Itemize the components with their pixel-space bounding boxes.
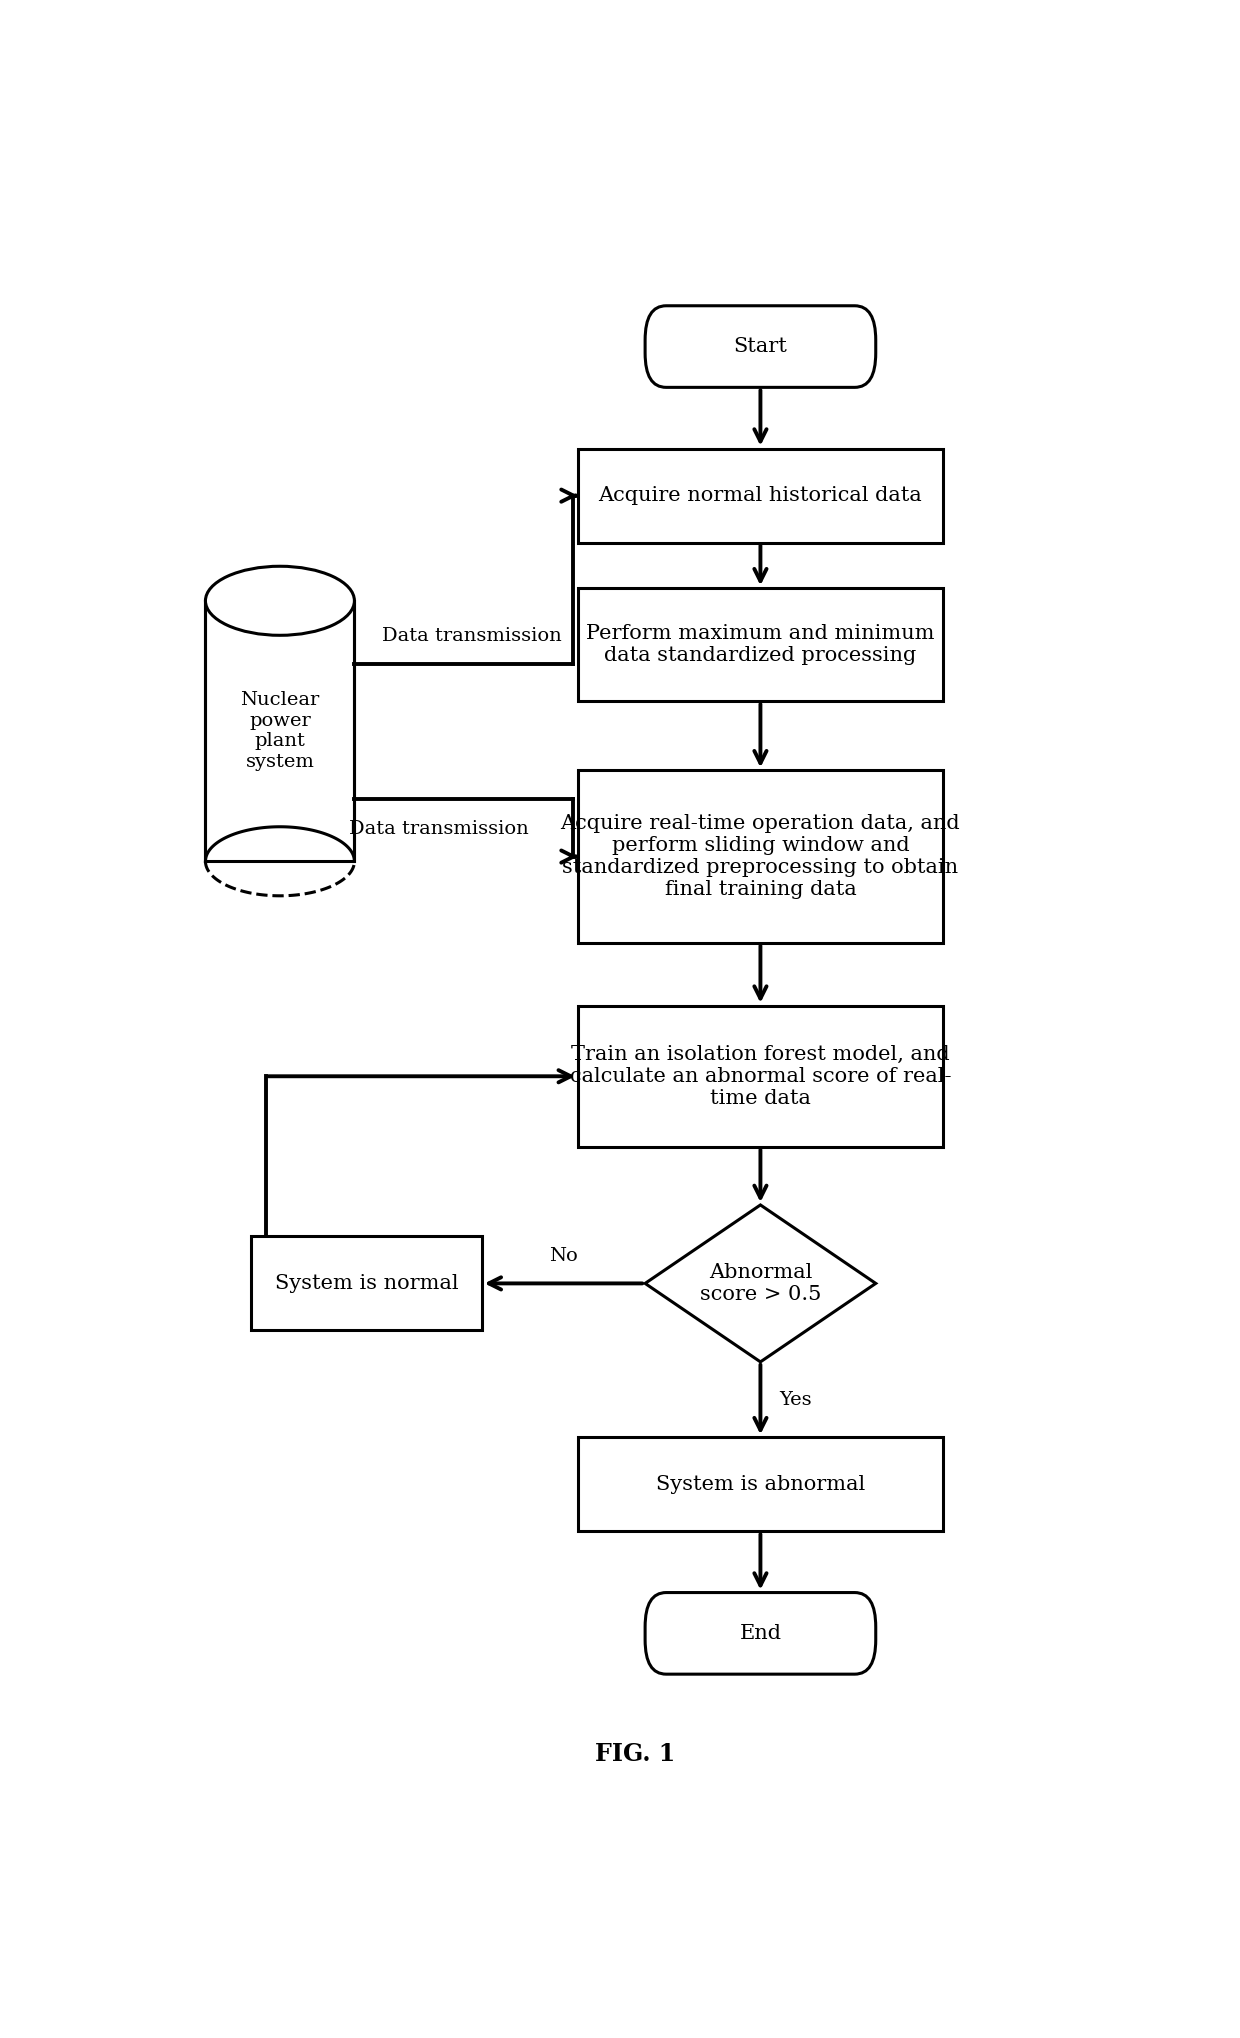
Bar <box>578 1005 942 1147</box>
Text: Data transmission: Data transmission <box>348 821 528 838</box>
Text: Acquire real-time operation data, and
perform sliding window and
standardized pr: Acquire real-time operation data, and pe… <box>560 813 960 899</box>
Bar <box>578 770 942 944</box>
Text: Abnormal
score > 0.5: Abnormal score > 0.5 <box>699 1264 821 1304</box>
Text: Yes: Yes <box>780 1390 812 1408</box>
Text: System is abnormal: System is abnormal <box>656 1476 866 1494</box>
Text: Data transmission: Data transmission <box>382 628 562 644</box>
Text: System is normal: System is normal <box>274 1274 459 1292</box>
Bar <box>250 1237 481 1331</box>
Ellipse shape <box>206 567 355 636</box>
Text: End: End <box>739 1624 781 1643</box>
Bar <box>578 448 942 542</box>
Text: Acquire normal historical data: Acquire normal historical data <box>599 487 923 505</box>
Text: FIG. 1: FIG. 1 <box>595 1742 676 1767</box>
Text: Nuclear
power
plant
system: Nuclear power plant system <box>241 691 320 770</box>
FancyBboxPatch shape <box>645 306 875 387</box>
Bar <box>578 1437 942 1531</box>
Bar <box>206 601 355 862</box>
Text: Perform maximum and minimum
data standardized processing: Perform maximum and minimum data standar… <box>587 624 935 664</box>
Text: No: No <box>549 1247 578 1264</box>
Polygon shape <box>645 1204 875 1361</box>
Text: Train an isolation forest model, and
calculate an abnormal score of real-
time d: Train an isolation forest model, and cal… <box>569 1045 951 1109</box>
Text: Start: Start <box>734 336 787 357</box>
Bar <box>578 589 942 701</box>
FancyBboxPatch shape <box>645 1592 875 1673</box>
